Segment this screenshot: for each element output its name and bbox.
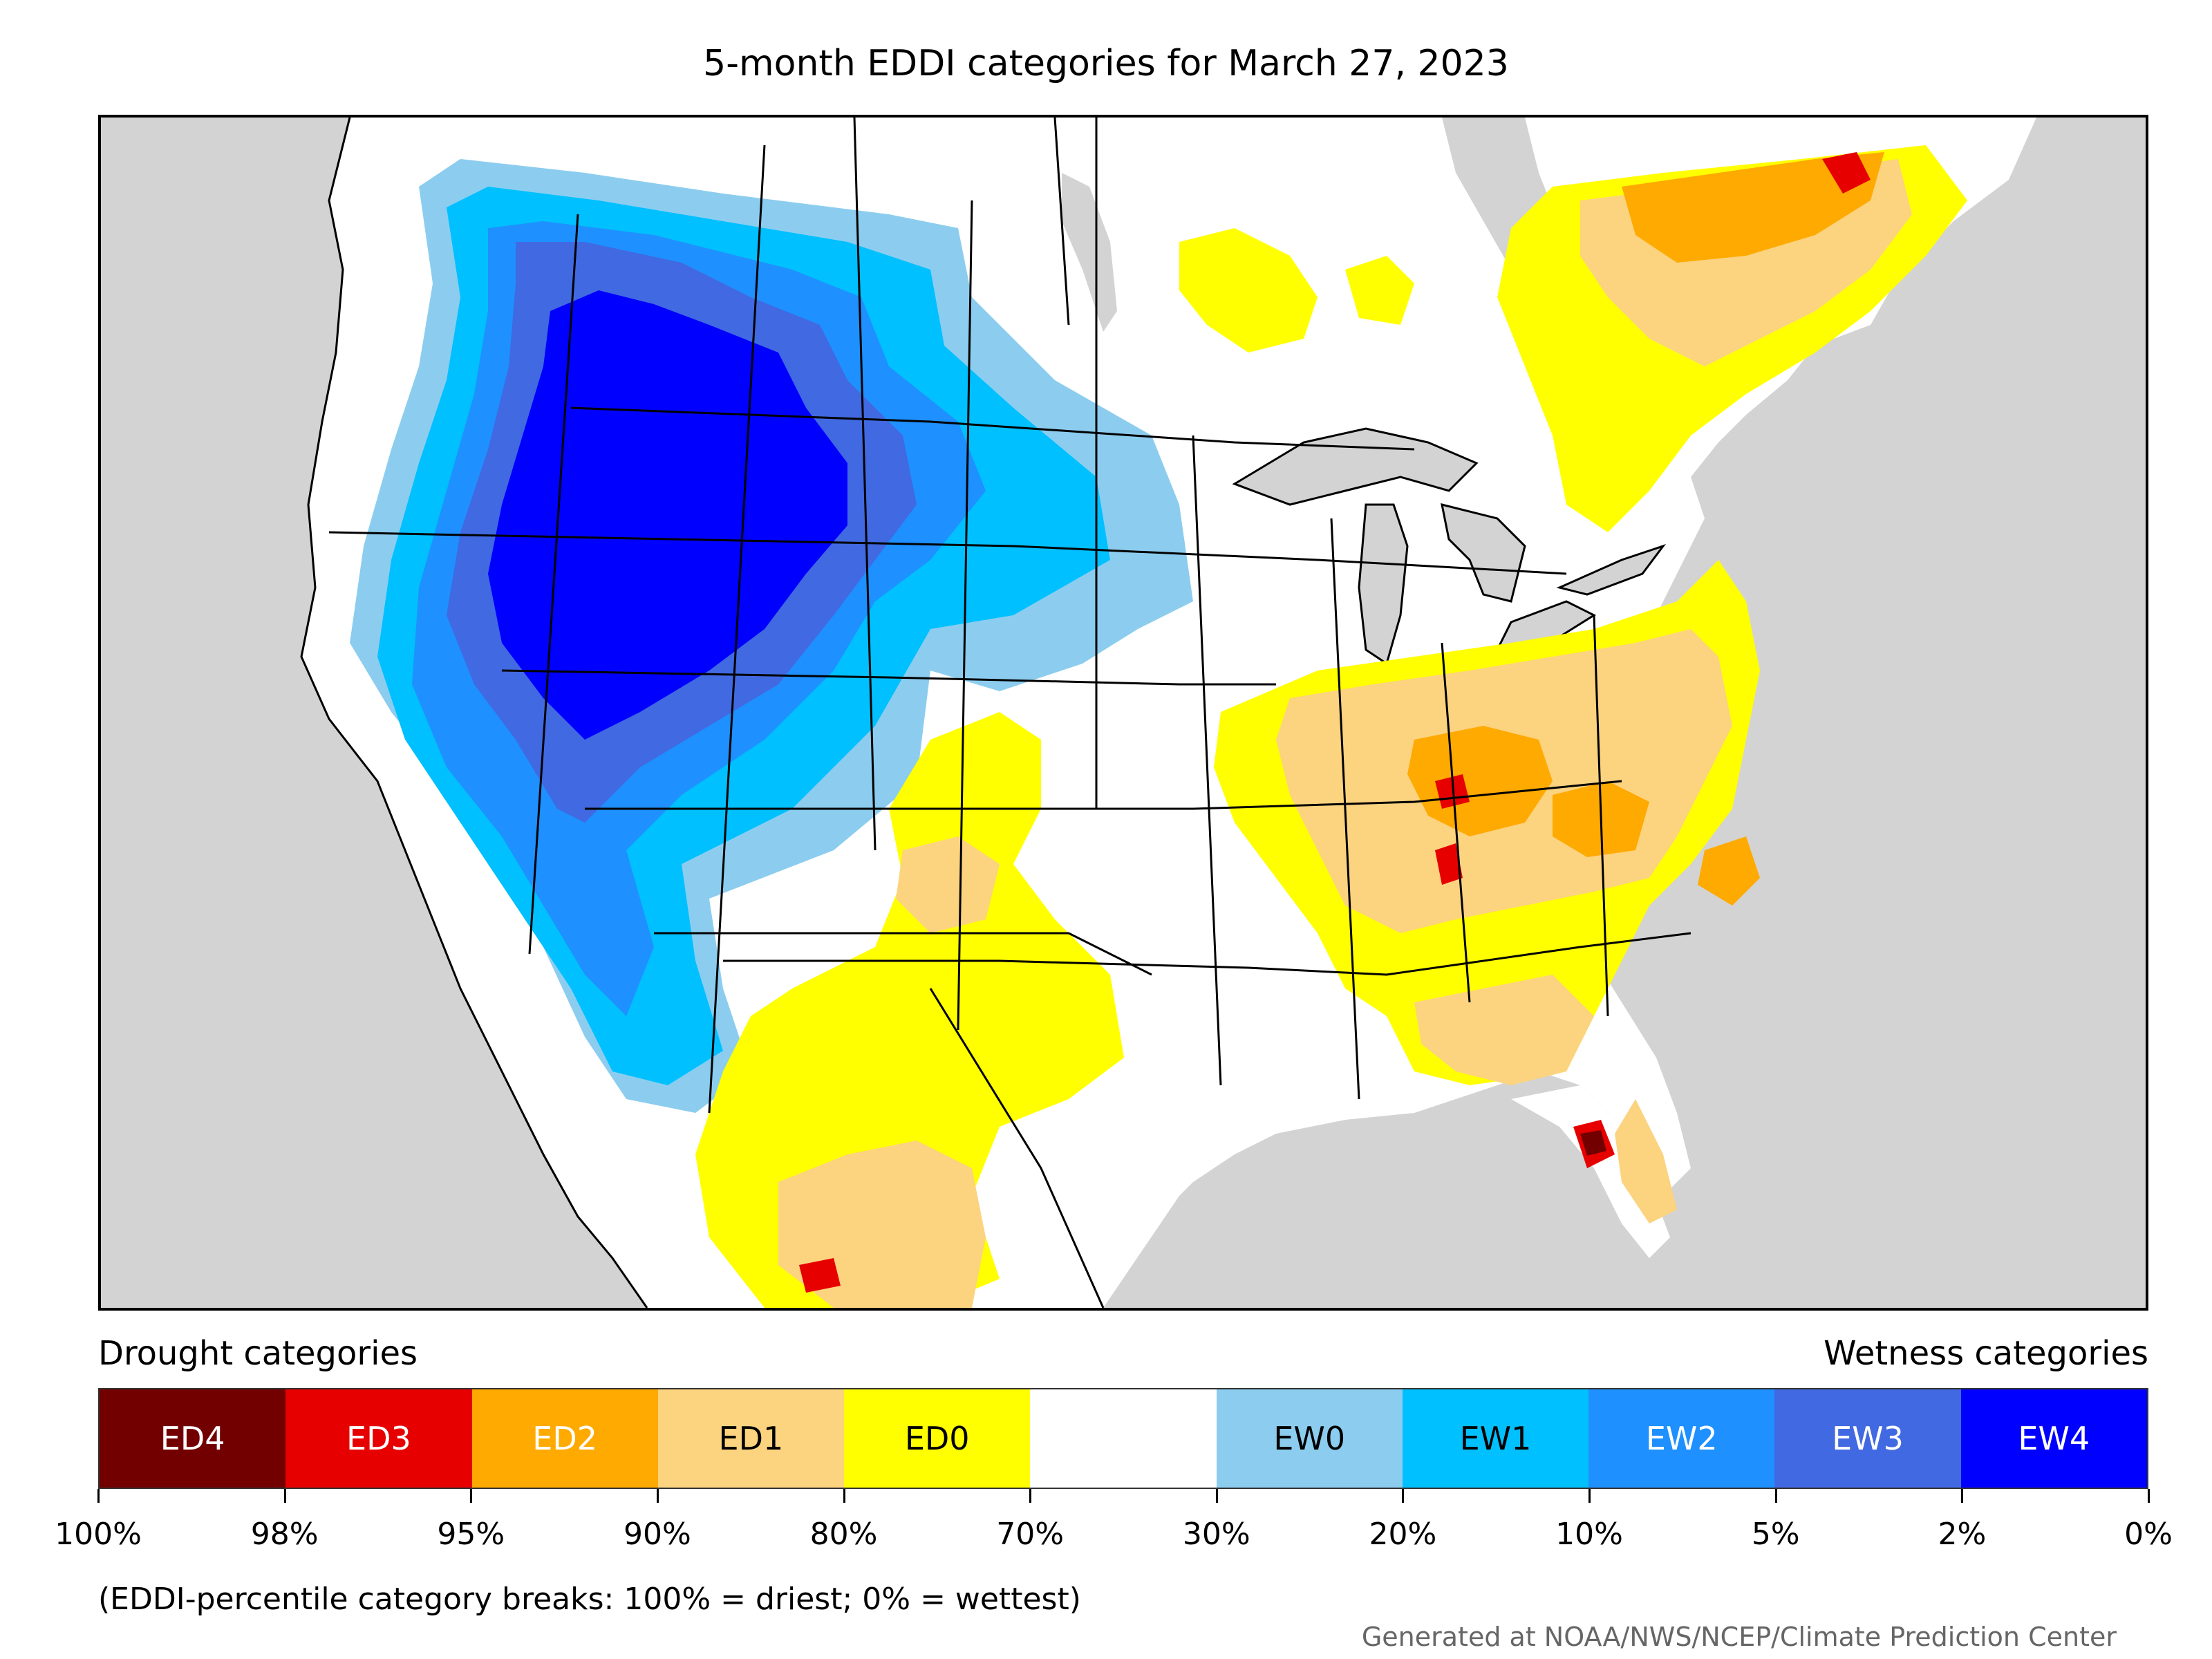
tick-mark xyxy=(843,1489,845,1503)
tick-label: 5% xyxy=(1751,1517,1800,1552)
tick-mark xyxy=(2148,1489,2150,1503)
state-borders xyxy=(328,118,1691,1308)
color-bar-cell: ED0 xyxy=(844,1389,1031,1488)
drought-heading: Drought categories xyxy=(98,1334,418,1373)
eddi-map xyxy=(300,118,2036,1308)
ed2-region-quebec xyxy=(1622,152,1884,263)
tick-label: 98% xyxy=(250,1517,319,1552)
ed2-region-carolina xyxy=(1698,836,1760,906)
tick-mark xyxy=(1215,1489,1218,1503)
tick-mark xyxy=(283,1489,286,1503)
tick-mark xyxy=(1029,1489,1032,1503)
coastline xyxy=(300,118,648,1308)
tick-mark xyxy=(97,1489,100,1503)
tick-mark xyxy=(1402,1489,1405,1503)
tick-label: 10% xyxy=(1555,1517,1623,1552)
tick-mark xyxy=(1774,1489,1777,1503)
color-bar: ED4 ED3 ED2 ED1 ED0 EW0 EW1 EW2 EW3 EW4 xyxy=(98,1388,2148,1489)
color-bar-cell: EW2 xyxy=(1588,1389,1775,1488)
ed3-region-indiana xyxy=(1435,774,1470,809)
color-bar-cell: EW0 xyxy=(1216,1389,1403,1488)
color-bar-cell: ED3 xyxy=(285,1389,472,1488)
ew4-region xyxy=(488,290,847,740)
tick-label: 0% xyxy=(2124,1517,2173,1552)
lake-winnipeg xyxy=(1062,173,1117,332)
tick-label: 70% xyxy=(996,1517,1065,1552)
tick-label: 30% xyxy=(1182,1517,1250,1552)
tick-label: 95% xyxy=(437,1517,505,1552)
tick-label: 90% xyxy=(624,1517,691,1552)
tick-label: 100% xyxy=(55,1517,142,1552)
map-title: 5-month EDDI categories for March 27, 20… xyxy=(703,43,1509,84)
ed4-region-florida xyxy=(1580,1130,1606,1156)
color-bar-cell: EW4 xyxy=(1960,1389,2147,1488)
tick-label: 20% xyxy=(1369,1517,1437,1552)
great-lakes xyxy=(1232,427,1667,666)
color-bar-cell: ED2 xyxy=(471,1389,658,1488)
color-bar-cell: ED4 xyxy=(100,1389,286,1488)
florida xyxy=(1511,1085,1670,1258)
tick-mark xyxy=(1588,1489,1591,1503)
color-bar-cell: EW3 xyxy=(1774,1389,1961,1488)
tick-mark xyxy=(470,1489,473,1503)
tick-mark xyxy=(656,1489,659,1503)
color-bar-cell xyxy=(1030,1389,1217,1488)
ed3-region-quebec xyxy=(1822,152,1871,194)
ed0-region-southwest xyxy=(695,712,1124,1308)
tick-axis: 100% 98% 95% 90% 80% 70% 30% 20% 10% 5% 2% 0% xyxy=(55,1489,2173,1558)
map-panel[interactable] xyxy=(98,115,2148,1311)
color-bar-cell: EW1 xyxy=(1402,1389,1589,1488)
ed1-region-southeast xyxy=(1414,975,1677,1224)
credit-text: Generated at NOAA/NWS/NCEP/Climate Predi… xyxy=(1361,1622,2117,1652)
ed3-region-mexico xyxy=(799,1258,841,1293)
tick-label: 80% xyxy=(809,1517,878,1552)
ed3-region-kentucky xyxy=(1435,843,1463,885)
tick-mark xyxy=(1961,1489,1964,1503)
wetness-heading: Wetness categories xyxy=(1824,1334,2148,1373)
color-bar-cell: ED1 xyxy=(657,1389,845,1488)
ed0-region-canada xyxy=(1179,228,1414,353)
category-note: (EDDI-percentile category breaks: 100% =… xyxy=(98,1582,1081,1617)
ed1-region-southwest xyxy=(778,836,1000,1308)
tick-label: 2% xyxy=(1938,1517,1987,1552)
